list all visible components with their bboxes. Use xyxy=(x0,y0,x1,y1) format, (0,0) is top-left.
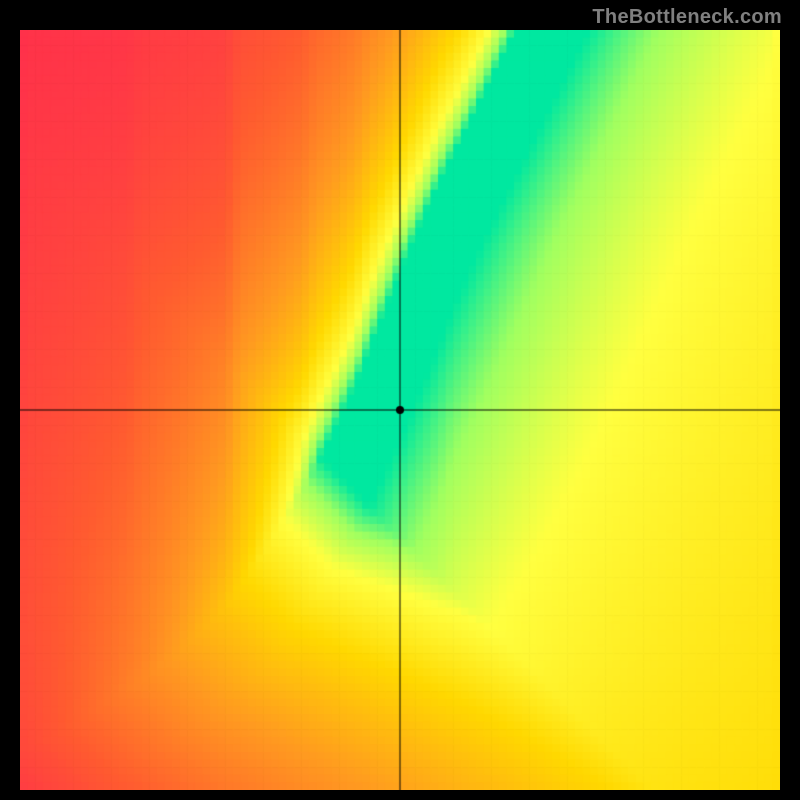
heatmap-canvas xyxy=(20,30,780,790)
heatmap-plot xyxy=(20,30,780,790)
watermark-text: TheBottleneck.com xyxy=(592,6,782,29)
